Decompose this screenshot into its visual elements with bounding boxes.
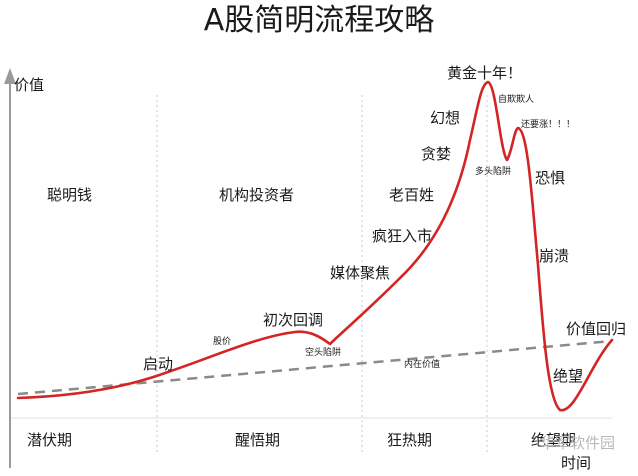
annotation-greed: 贪婪 (421, 145, 452, 163)
annotation-still-rising: 还要涨！！！ (521, 120, 576, 130)
annotation-illusion: 幻想 (430, 109, 461, 127)
annotation-start: 启动 (143, 355, 174, 373)
page-title: A股简明流程攻略 (203, 3, 435, 38)
annotation-collapse: 崩溃 (539, 247, 570, 265)
annotation-golden-decade: 黄金十年！ (447, 64, 523, 82)
annotation-fear: 恐惧 (535, 169, 566, 187)
annotation-first-pullback: 初次回调 (263, 311, 324, 329)
annotation-bull-trap: 多头陷阱 (475, 167, 512, 177)
annotation-media-focus: 媒体聚焦 (330, 264, 391, 282)
annotation-stock-price: 股价 (213, 337, 232, 347)
stage-bottom-mania: 狂热期 (387, 431, 433, 449)
annotation-bear-trap: 空头陷阱 (305, 348, 342, 358)
stage-top-retail: 老百姓 (389, 186, 435, 204)
y-axis-label: 价值 (14, 76, 45, 94)
stage-bottom-awakening: 醒悟期 (235, 431, 281, 449)
x-axis-label: 时间 (561, 454, 592, 472)
stage-top-institutions: 机构投资者 (219, 186, 295, 204)
annotation-intrinsic-value: 内在价值 (404, 360, 441, 370)
annotation-mania-entry: 疯狂入市 (372, 227, 433, 245)
stage-bottom-latent: 潜伏期 (27, 431, 73, 449)
y-axis-arrow (4, 68, 16, 84)
price-curve (16, 80, 614, 412)
annotation-self-deception: 自欺欺人 (498, 95, 535, 105)
stage-top-smart-money: 聪明钱 (47, 186, 93, 204)
annotation-value-return: 价值回归 (566, 320, 627, 338)
annotation-despair: 绝望 (553, 367, 584, 385)
watermark: 华军软件园 (540, 434, 616, 452)
intrinsic-value-line (17, 339, 613, 396)
stage-bottom-despair: 绝望期 (531, 431, 577, 449)
